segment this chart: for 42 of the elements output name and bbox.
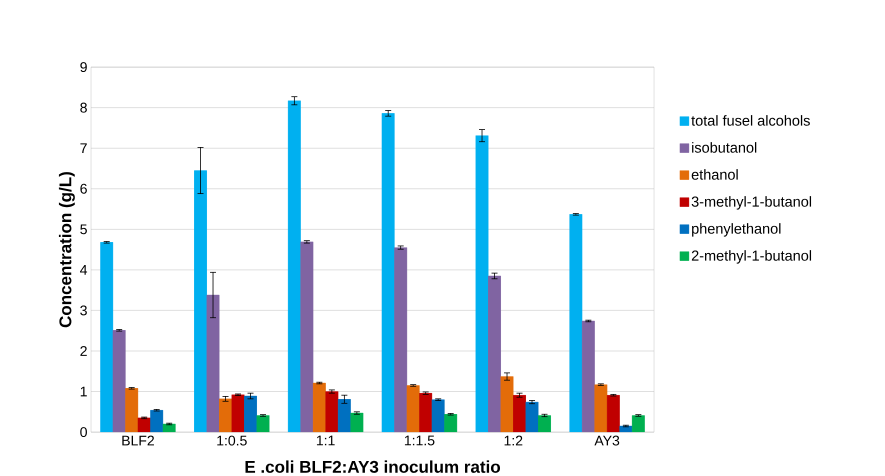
bar — [244, 396, 257, 432]
x-tick-label: BLF2 — [122, 435, 154, 446]
y-tick-label: 9 — [80, 62, 87, 72]
bar — [582, 320, 595, 432]
legend-label: ethanol — [692, 168, 738, 180]
legend-label: total fusel alcohols — [691, 114, 810, 126]
x-tick-label: 1:1 — [316, 436, 335, 446]
x-tick-label: 1:0.5 — [217, 435, 247, 446]
bar — [112, 330, 126, 432]
bar — [300, 242, 314, 432]
bar — [150, 410, 164, 432]
bar — [432, 399, 445, 432]
x-axis-title: E .coli BLF2:AY3 inoculum ratio — [246, 460, 500, 473]
bar — [206, 294, 220, 432]
x-tick-label: AY3 — [594, 435, 620, 446]
bar — [444, 414, 458, 432]
bar — [632, 415, 645, 432]
legend-label: 3-methyl-1-butanol — [692, 196, 812, 210]
y-axis-title: Concentration (g/L) — [58, 172, 75, 328]
x-tick-label: 1:1.5 — [404, 436, 434, 446]
y-tick-label: 8 — [80, 102, 87, 112]
legend-label: 2-methyl-1-butanol — [692, 250, 812, 264]
legend-label: isobutanol — [692, 142, 756, 153]
x-tick-label: 1:2 — [504, 435, 522, 446]
y-tick-label: 1 — [80, 386, 87, 396]
y-tick-label: 3 — [80, 305, 87, 316]
bar — [162, 424, 176, 432]
y-tick-label: 6 — [80, 184, 87, 194]
legend-label: phenylethanol — [692, 223, 780, 237]
bar — [338, 398, 351, 432]
bar — [350, 412, 364, 432]
y-tick-label: 4 — [80, 264, 88, 275]
bar — [526, 402, 538, 432]
y-tick-label: 2 — [80, 346, 87, 356]
bar — [394, 247, 408, 432]
bar — [619, 426, 632, 432]
bar — [488, 276, 501, 432]
y-tick-label: 0 — [80, 427, 87, 437]
bar — [538, 415, 551, 432]
bar — [256, 415, 270, 432]
y-tick-label: 5 — [80, 224, 87, 234]
y-tick-label: 7 — [80, 143, 87, 153]
